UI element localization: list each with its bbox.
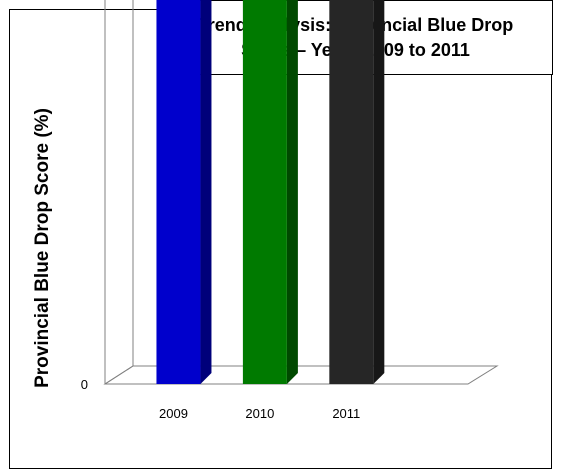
chart-floor bbox=[103, 365, 499, 385]
bar-2010 bbox=[242, 0, 298, 384]
bars bbox=[156, 0, 385, 385]
y-tick-label: 0 bbox=[81, 377, 88, 392]
bar-side bbox=[200, 0, 212, 384]
y-tick-labels: 010203040506070 bbox=[81, 377, 88, 392]
bar-front bbox=[329, 0, 374, 384]
bar-2011 bbox=[329, 0, 385, 384]
x-tick-label: 2010 bbox=[245, 406, 274, 421]
floor-plane bbox=[103, 365, 499, 385]
x-tick-label: 2011 bbox=[332, 406, 360, 421]
bar-front bbox=[242, 0, 287, 384]
x-tick-labels: 2009 2010 2011 bbox=[159, 406, 360, 421]
bar-side bbox=[286, 0, 298, 384]
y-axis-title: Provincial Blue Drop Score (%) bbox=[32, 108, 53, 388]
bar-front bbox=[156, 0, 201, 385]
bar-2009 bbox=[156, 0, 212, 385]
x-tick-label: 2009 bbox=[159, 406, 188, 421]
bar-side bbox=[373, 0, 385, 384]
